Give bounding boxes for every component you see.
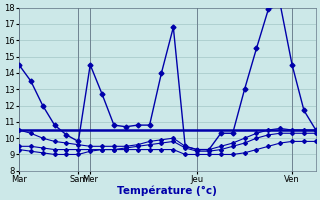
X-axis label: Température (°c): Température (°c)	[117, 185, 217, 196]
